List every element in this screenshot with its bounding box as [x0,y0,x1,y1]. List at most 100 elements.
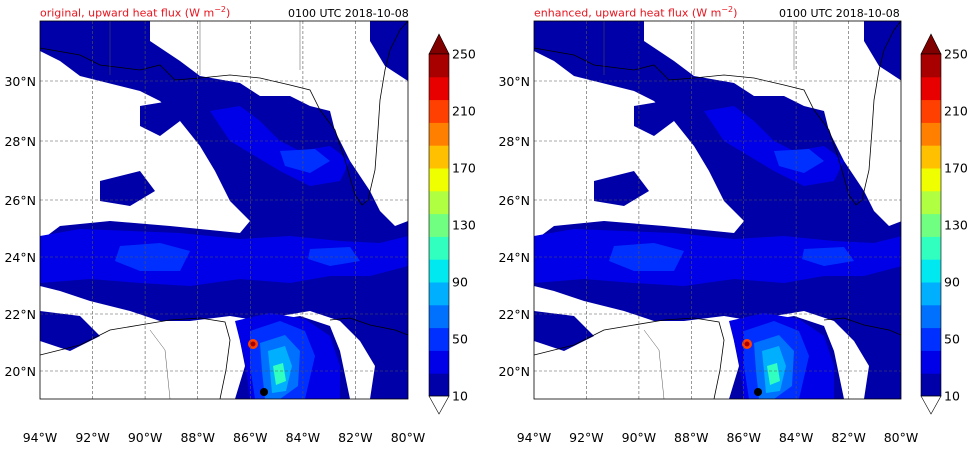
colorbar-segment [429,213,449,237]
title-superscript: −2 [721,5,734,14]
panel-title-original: original, upward heat flux (W m−2) [40,5,230,20]
lon-label: 82°W [831,430,866,445]
colorbar-under-arrow [428,395,450,415]
lat-label: 30°N [4,74,36,89]
colorbar-tick-label: 170 [452,161,476,176]
colorbar-enhanced: 10 50 90 130 170 210 250 [920,33,968,415]
colorbar-tick-label: 250 [944,47,968,62]
lon-label: 92°W [569,430,604,445]
lon-label: 88°W [674,430,709,445]
colorbar-segment [429,168,449,192]
lat-label: 24°N [4,250,36,265]
colorbar-tick-label: 250 [452,47,476,62]
colorbar-segment [429,99,449,123]
colorbar-tick-label: 10 [944,389,960,404]
lon-label: 92°W [75,430,110,445]
panel-time-original: 0100 UTC 2018-10-08 [288,7,409,20]
colorbar-segment [429,350,449,374]
colorbar-over-arrow [428,33,450,55]
colorbar-tick-label: 10 [452,389,468,404]
colorbar-segment [429,76,449,101]
coastline-cuba [329,317,408,336]
coastline-gulf [534,21,901,206]
colorbar-segment [921,282,941,306]
lon-label: 94°W [517,430,552,445]
colorbar-segment [921,190,941,215]
colorbar-tick-label: 210 [944,104,968,119]
colorbar-segment [429,282,449,306]
colorbar-segment [921,122,941,146]
map-enhanced: 20°N 22°N 24°N 26°N 28°N 30°N 94°W 92°W … [498,20,919,445]
colorbar-segment [921,54,941,78]
colorbar-segment [921,373,941,397]
lat-label: 26°N [498,193,530,208]
panel-title-enhanced: enhanced, upward heat flux (W m−2) [534,5,737,20]
coastline-yucatan [534,317,725,399]
colorbar-segment [429,145,449,169]
title-superscript: −2 [214,5,226,14]
colorbar-tick-label: 50 [452,332,468,347]
lon-label: 90°W [622,430,657,445]
colorbar-segment [921,304,941,329]
colorbar-over-arrow [920,33,942,55]
colorbar-segment [921,168,941,192]
colorbar-tick-label: 90 [944,275,960,290]
colorbar-segment [921,145,941,169]
lon-label: 88°W [180,430,215,445]
lon-label: 84°W [286,430,321,445]
colorbar-segment [429,54,449,78]
colorbar-under-arrow [920,395,942,415]
colorbar-segment [429,304,449,329]
state-borders [603,21,795,75]
colorbar-segment [429,236,449,260]
border-line [149,329,171,399]
colorbar-tick-label: 50 [944,332,960,347]
lon-label: 84°W [779,430,814,445]
title-end: ) [733,6,738,20]
panel-time-enhanced: 0100 UTC 2018-10-08 [779,7,900,20]
coastline-gulf [40,21,408,206]
colorbar-frame [428,53,450,397]
lat-label: 22°N [4,307,36,322]
title-text: enhanced, upward heat flux (W m [534,6,722,20]
lon-label: 82°W [338,430,373,445]
map-frame [533,20,902,400]
colorbar-segment [921,213,941,237]
colorbar-tick-label: 210 [452,104,476,119]
lat-label: 26°N [4,193,36,208]
lat-label: 30°N [498,74,530,89]
border-line [643,329,665,399]
colorbar-segment [921,327,941,351]
lon-label: 80°W [391,430,426,445]
lat-label: 22°N [498,307,530,322]
lon-label: 86°W [726,430,761,445]
gridlines [40,21,408,399]
colorbar-original: 10 50 90 130 170 210 250 [428,33,476,415]
title-text: original, upward heat flux (W m [40,6,215,20]
colorbar-segment [429,327,449,351]
colorbar-segment [429,190,449,215]
map-original: 20°N 22°N 24°N 26°N 28°N 30°N 94°W 92°W … [4,20,426,445]
lat-label: 28°N [4,134,36,149]
title-end: ) [225,6,231,20]
lat-label: 20°N [4,364,36,379]
colorbar-frame [920,53,942,397]
lon-label: 86°W [233,430,268,445]
colorbar-segment [921,236,941,260]
colorbar-tick-label: 90 [452,275,468,290]
map-frame [39,20,409,400]
lat-label: 20°N [498,364,530,379]
colorbar-tick-label: 130 [944,218,968,233]
lon-label: 90°W [128,430,163,445]
state-borders [109,21,301,75]
colorbar-segment [429,122,449,146]
gridlines [534,21,901,399]
coastline-cuba [823,317,901,336]
lon-label: 80°W [884,430,919,445]
lat-label: 24°N [498,250,530,265]
coastline-yucatan [40,317,231,399]
colorbar-segment [921,259,941,283]
lat-label: 28°N [498,134,530,149]
colorbar-tick-label: 130 [452,218,476,233]
